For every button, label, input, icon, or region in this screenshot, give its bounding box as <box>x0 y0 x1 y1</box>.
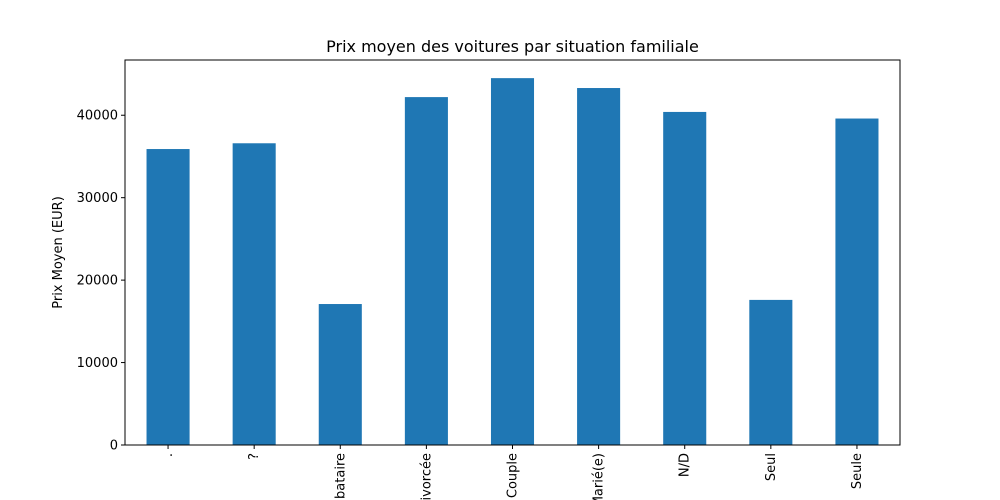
y-axis-label: Prix Moyen (EUR) <box>51 196 66 309</box>
x-tick-label: Seul <box>764 453 779 481</box>
x-tick-label: Marié(e) <box>592 453 607 500</box>
bar <box>663 111 707 445</box>
x-tick-label: En Couple <box>506 453 521 500</box>
bar <box>404 97 448 445</box>
chart-title: Prix moyen des voitures par situation fa… <box>326 37 699 56</box>
x-tick-label: Célibataire <box>333 453 348 500</box>
x-tick-label: N/D <box>678 453 693 477</box>
y-ticks-group: 0 10000 20000 30000 40000 <box>77 109 125 454</box>
y-tick-label: 10000 <box>77 356 118 371</box>
y-tick-label: 20000 <box>77 274 118 289</box>
bar <box>490 78 535 445</box>
bar <box>749 299 793 445</box>
x-tick-label: . <box>161 453 176 457</box>
plot-frame <box>124 59 901 446</box>
y-tick-label: 40000 <box>77 109 118 124</box>
y-tick-label: 30000 <box>77 191 118 206</box>
x-ticks-group: .? Célibataire Divorcée En Couple Marié(e) N/… <box>161 445 865 500</box>
x-tick-label: Divorcée <box>419 453 434 500</box>
bar <box>232 143 276 445</box>
bar <box>835 118 879 445</box>
x-tick-label: ? <box>247 453 262 460</box>
bars-group <box>146 78 879 446</box>
bar <box>318 304 362 445</box>
x-tick-label: Seule <box>850 453 865 489</box>
bar <box>577 88 621 445</box>
y-tick-label: 0 <box>110 439 118 454</box>
bar <box>146 149 190 446</box>
